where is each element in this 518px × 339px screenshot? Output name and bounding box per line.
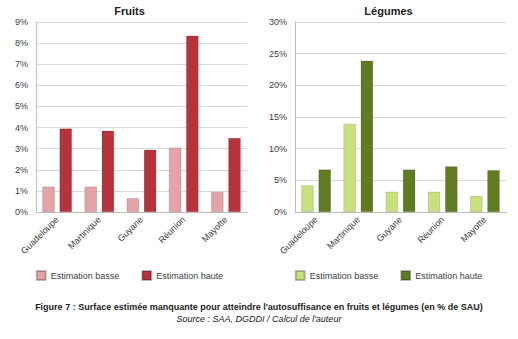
svg-text:1%: 1% <box>15 186 28 196</box>
svg-text:30%: 30% <box>269 17 287 27</box>
svg-text:8%: 8% <box>15 38 28 48</box>
svg-text:2%: 2% <box>15 165 28 175</box>
svg-text:Estimation basse: Estimation basse <box>51 271 120 281</box>
svg-text:Estimation haute: Estimation haute <box>156 271 223 281</box>
svg-text:3%: 3% <box>15 144 28 154</box>
svg-text:Fruits: Fruits <box>114 5 145 17</box>
svg-text:7%: 7% <box>15 59 28 69</box>
svg-text:10%: 10% <box>269 144 287 154</box>
svg-text:Réunion: Réunion <box>156 214 187 245</box>
html-text:Figure 7 : Surface estimée man: Figure 7 : Surface estimée manquante pou… <box>35 302 483 312</box>
svg-text:Guyane: Guyane <box>375 214 404 243</box>
svg-text:5%: 5% <box>15 101 28 111</box>
html-text:Source : SAA, DGDDI / Calcul d: Source : SAA, DGDDI / Calcul de l'auteur <box>176 314 342 324</box>
svg-text:Réunion: Réunion <box>415 214 446 245</box>
svg-text:Martinique: Martinique <box>325 214 362 251</box>
svg-text:5%: 5% <box>274 175 287 185</box>
svg-text:6%: 6% <box>15 80 28 90</box>
svg-text:Mayotte: Mayotte <box>200 214 230 244</box>
svg-text:9%: 9% <box>15 17 28 27</box>
svg-text:Guadeloupe: Guadeloupe <box>278 214 320 256</box>
svg-text:Martinique: Martinique <box>66 214 103 251</box>
svg-text:0%: 0% <box>15 207 28 217</box>
svg-text:Légumes: Légumes <box>364 5 412 17</box>
svg-text:15%: 15% <box>269 112 287 122</box>
svg-text:Mayotte: Mayotte <box>459 214 489 244</box>
svg-text:Guadeloupe: Guadeloupe <box>19 214 61 256</box>
svg-text:Estimation basse: Estimation basse <box>310 271 379 281</box>
svg-text:4%: 4% <box>15 123 28 133</box>
svg-text:20%: 20% <box>269 80 287 90</box>
svg-text:Guyane: Guyane <box>116 214 145 243</box>
svg-text:Estimation haute: Estimation haute <box>415 271 482 281</box>
svg-text:25%: 25% <box>269 49 287 59</box>
svg-text:0%: 0% <box>274 207 287 217</box>
